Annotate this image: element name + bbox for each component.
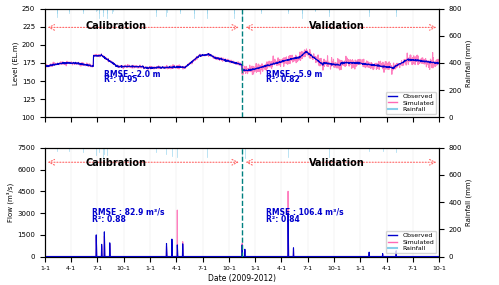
Text: R²: 0.88: R²: 0.88 xyxy=(92,215,126,224)
Text: RMSE : 106.4 m³/s: RMSE : 106.4 m³/s xyxy=(266,207,343,216)
Legend: Observed, Simulated, Rainfall: Observed, Simulated, Rainfall xyxy=(386,231,436,253)
Text: RMSE : 5.9 m: RMSE : 5.9 m xyxy=(266,70,322,79)
Y-axis label: Rainfall (mm): Rainfall (mm) xyxy=(465,39,472,87)
X-axis label: Date (2009-2012): Date (2009-2012) xyxy=(208,274,276,283)
Y-axis label: Rainfall (mm): Rainfall (mm) xyxy=(465,178,472,226)
Y-axis label: Flow (m³/s): Flow (m³/s) xyxy=(7,182,14,222)
Text: Validation: Validation xyxy=(309,158,365,168)
Text: R²: 0.82: R²: 0.82 xyxy=(266,75,299,84)
Text: RMSE : 2.0 m: RMSE : 2.0 m xyxy=(104,70,161,79)
Legend: Observed, Simulated, Rainfall: Observed, Simulated, Rainfall xyxy=(386,92,436,114)
Text: R²: 0.95: R²: 0.95 xyxy=(104,75,138,84)
Text: R²: 0.84: R²: 0.84 xyxy=(266,215,299,224)
Text: Calibration: Calibration xyxy=(85,21,146,31)
Text: Calibration: Calibration xyxy=(85,158,146,168)
Text: Validation: Validation xyxy=(309,21,365,31)
Text: RMSE : 82.9 m³/s: RMSE : 82.9 m³/s xyxy=(92,207,165,216)
Y-axis label: Level (EL.m): Level (EL.m) xyxy=(12,41,19,85)
